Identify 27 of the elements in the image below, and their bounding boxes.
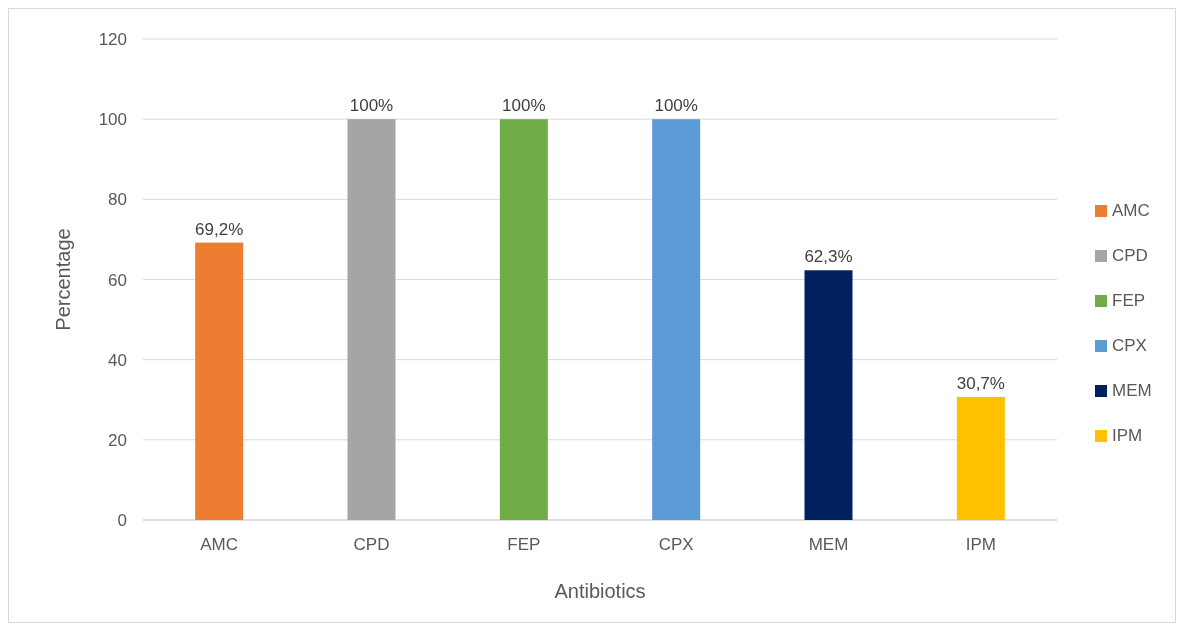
- y-tick-label: 40: [108, 350, 127, 370]
- data-label: 100%: [502, 96, 546, 116]
- y-tick-label: 60: [108, 270, 127, 290]
- data-label: 100%: [349, 96, 394, 116]
- x-axis-title: Antibiotics: [554, 580, 646, 602]
- legend-label: IPM: [1112, 426, 1143, 445]
- legend-label: CPX: [1112, 336, 1147, 355]
- y-tick-label: 100: [98, 110, 127, 130]
- data-label: 30,7%: [956, 373, 1005, 393]
- data-label: 62,3%: [804, 247, 853, 267]
- x-tick-label: IPM: [965, 535, 996, 554]
- x-tick-label: FEP: [507, 535, 541, 554]
- x-tick-label: CPD: [353, 535, 390, 554]
- x-tick-label: MEM: [808, 535, 849, 554]
- x-tick-label: CPX: [658, 535, 694, 554]
- y-tick-label: 20: [108, 430, 127, 450]
- data-label: 69,2%: [195, 219, 244, 239]
- y-axis-title: Percentage: [52, 228, 74, 331]
- y-tick-label: 120: [98, 30, 127, 49]
- legend-label: AMC: [1112, 201, 1150, 220]
- legend-label: CPD: [1112, 246, 1148, 265]
- y-tick-label: 80: [108, 190, 127, 210]
- legend-label: FEP: [1112, 291, 1146, 310]
- data-label: 100%: [654, 96, 698, 116]
- x-tick-label: AMC: [200, 535, 239, 554]
- y-tick-label: 0: [117, 511, 127, 530]
- legend-label: MEM: [1112, 381, 1152, 400]
